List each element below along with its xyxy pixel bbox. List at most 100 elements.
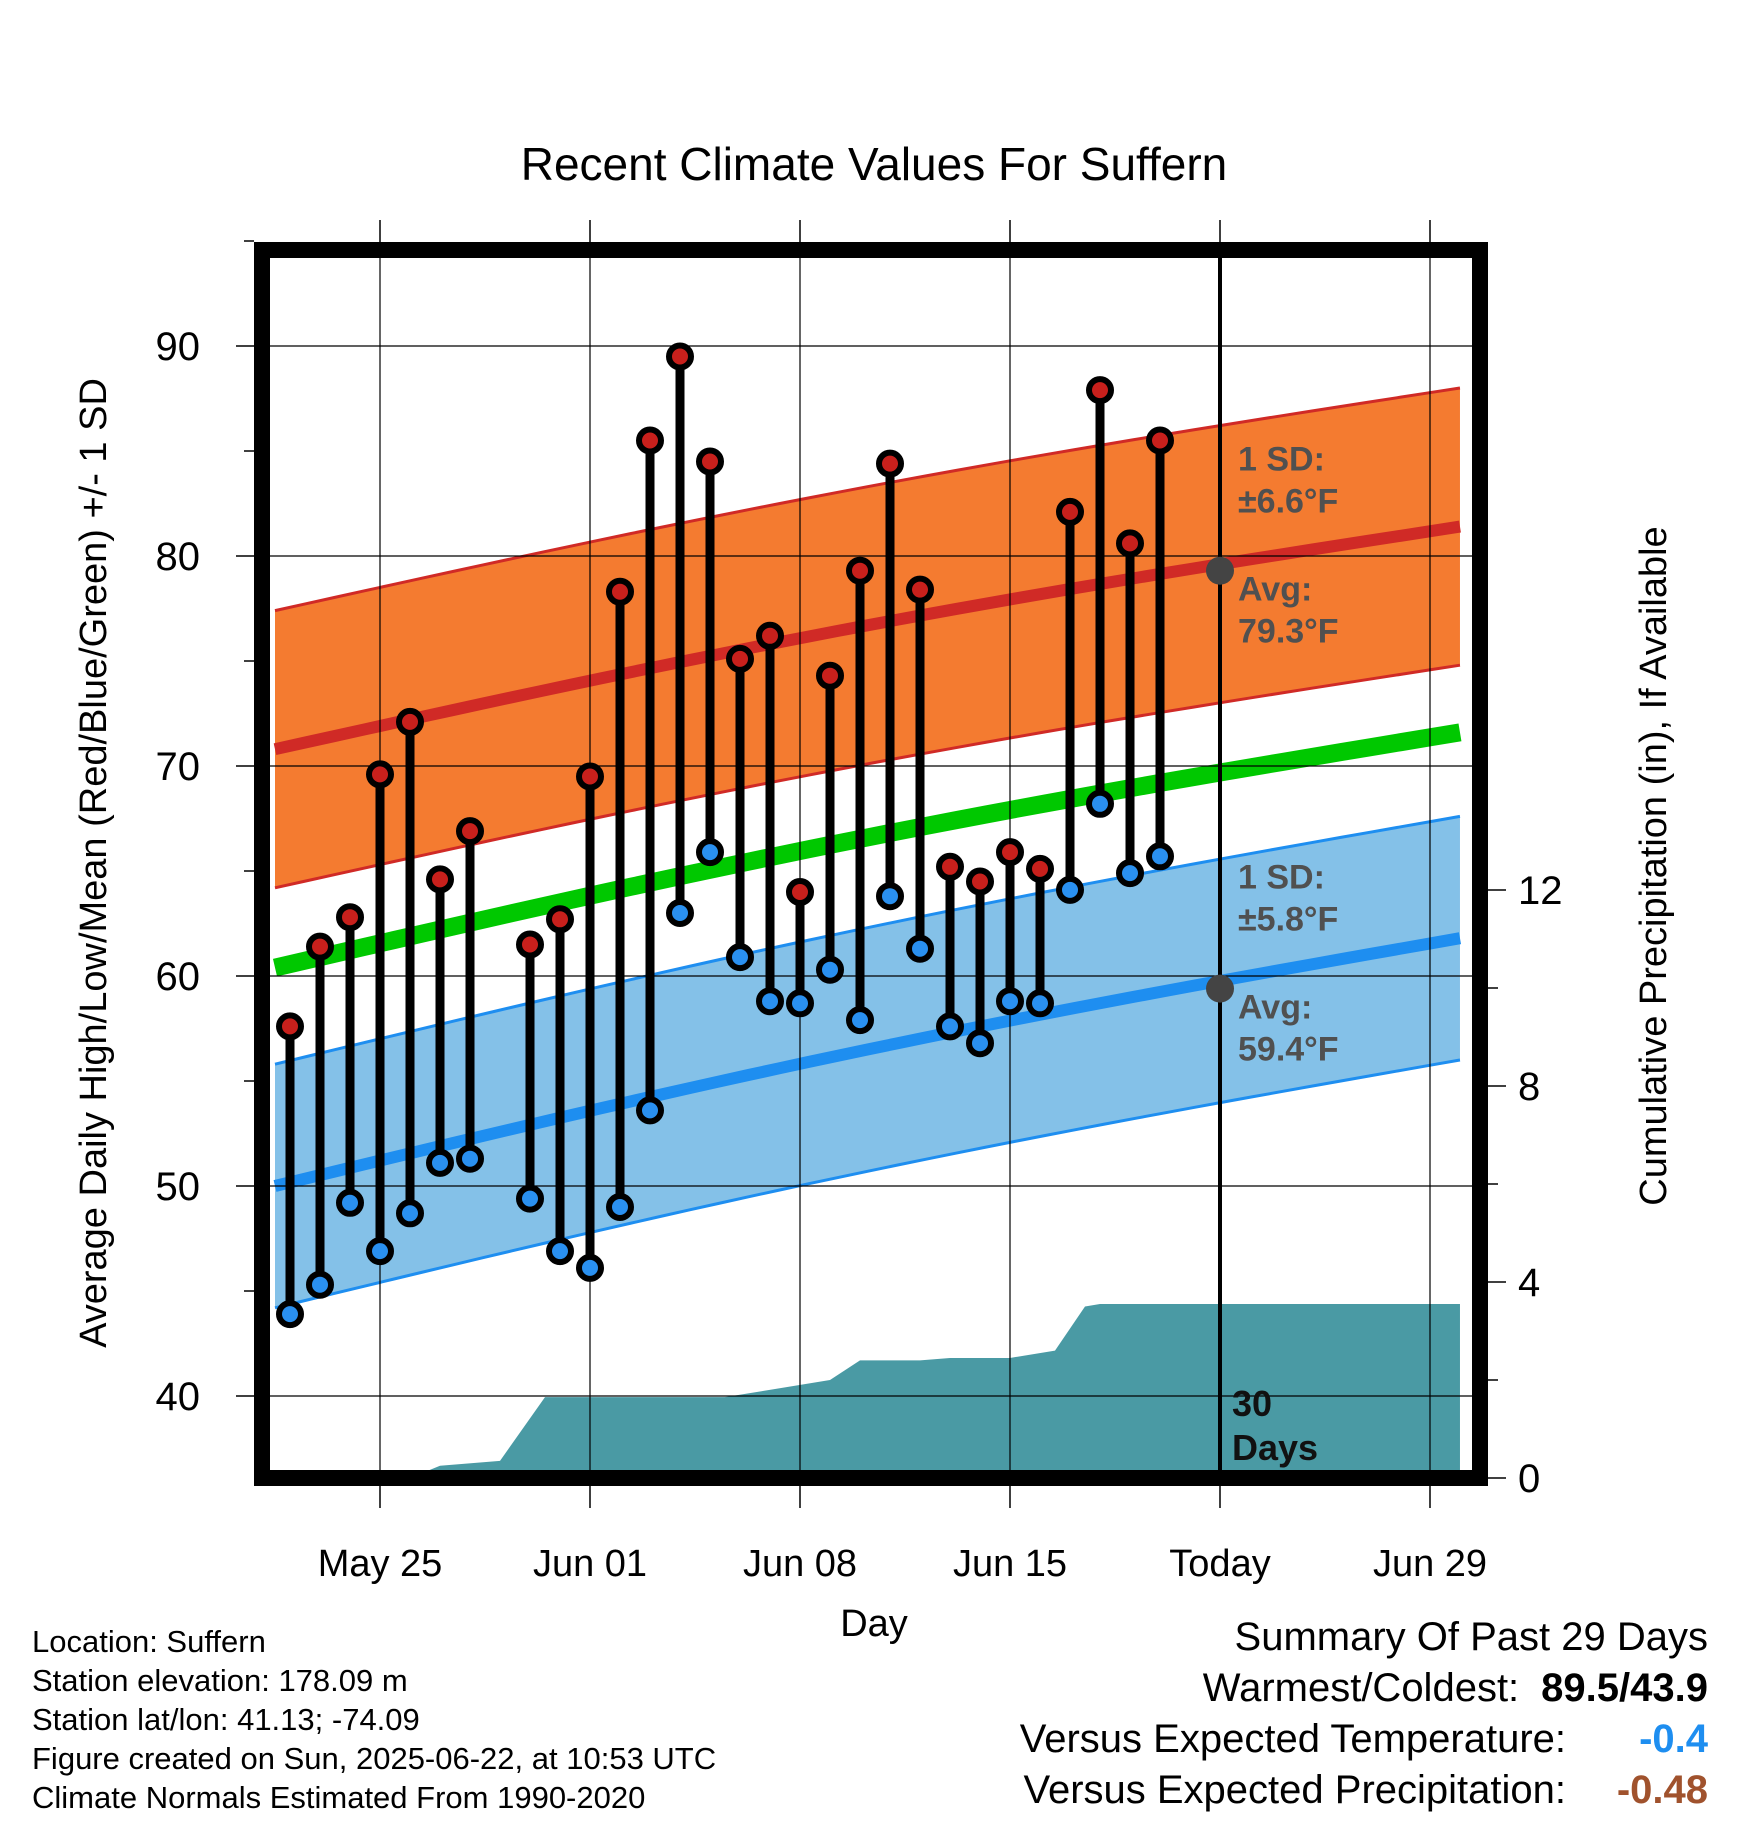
daily-low-point bbox=[636, 1096, 664, 1125]
daily-high-point bbox=[276, 1012, 304, 1041]
daily-low-point bbox=[906, 934, 934, 963]
daily-high-point bbox=[1116, 529, 1144, 558]
y2-axis-label: Cumulative Precipitation (in), If Availa… bbox=[1633, 526, 1675, 1205]
y2-tick-label: 12 bbox=[1518, 869, 1563, 913]
y-tick-label: 50 bbox=[156, 1165, 201, 1209]
normal-low-band-lower-edge bbox=[274, 1058, 1461, 1310]
y-tick-label: 80 bbox=[156, 535, 201, 579]
plot-area: 1 SD: ±6.6°F Avg: 79.3°F 1 SD: ±5.8°F Avg: 59.4… bbox=[156, 220, 1563, 1585]
x-tick-label: Jun 15 bbox=[953, 1543, 1067, 1585]
low-sd-label: 1 SD: bbox=[1238, 859, 1325, 897]
days-word: Days bbox=[1232, 1427, 1318, 1468]
warm-cold-value: 89.5/43.9 bbox=[1541, 1666, 1708, 1710]
days-count: 30 bbox=[1232, 1383, 1272, 1424]
daily-high-point bbox=[696, 447, 724, 476]
summary-temp-row: Versus Expected Temperature: -0.4 bbox=[1020, 1714, 1708, 1765]
y-axis-label: Average Daily High/Low/Mean (Red/Blue/Gr… bbox=[73, 378, 115, 1348]
daily-low-point bbox=[306, 1270, 334, 1299]
daily-low-point bbox=[696, 838, 724, 867]
daily-low-point bbox=[1056, 875, 1084, 904]
summary-precip-row: Versus Expected Precipitation: -0.48 bbox=[1020, 1765, 1708, 1816]
daily-low-point bbox=[816, 955, 844, 984]
y-tick-label: 60 bbox=[156, 955, 201, 999]
location-text: Location: Suffern bbox=[32, 1624, 266, 1659]
daily-high-point bbox=[576, 762, 604, 791]
daily-high-point bbox=[846, 556, 874, 585]
precip-vs-expected-label: Versus Expected Precipitation: bbox=[1023, 1768, 1566, 1812]
daily-low-point bbox=[876, 882, 904, 911]
daily-high-point bbox=[906, 575, 934, 604]
daily-low-point bbox=[1116, 859, 1144, 888]
daily-high-point bbox=[936, 852, 964, 881]
y2-tick-label: 0 bbox=[1518, 1457, 1540, 1501]
high-sd-label: 1 SD: bbox=[1238, 441, 1325, 479]
daily-high-point bbox=[546, 905, 574, 934]
daily-high-point bbox=[636, 426, 664, 455]
normals-text: Climate Normals Estimated From 1990-2020 bbox=[32, 1780, 646, 1815]
high-avg-label: Avg: bbox=[1238, 571, 1312, 609]
daily-high-point bbox=[726, 644, 754, 673]
precip-vs-expected-value: -0.48 bbox=[1616, 1768, 1708, 1812]
daily-high-point bbox=[786, 878, 814, 906]
x-tick-label: Jun 01 bbox=[533, 1543, 647, 1585]
daily-high-point bbox=[336, 903, 364, 932]
high-avg-value: 79.3°F bbox=[1238, 613, 1339, 651]
x-tick-label: Jun 08 bbox=[743, 1543, 857, 1585]
y-tick-label: 70 bbox=[156, 745, 201, 789]
summary-heading: Summary Of Past 29 Days bbox=[1234, 1615, 1708, 1659]
created-text: Figure created on Sun, 2025-06-22, at 10… bbox=[32, 1741, 717, 1776]
normal-high-band-upper-edge bbox=[274, 386, 1461, 613]
daily-low-point bbox=[456, 1144, 484, 1173]
daily-low-point bbox=[606, 1193, 634, 1221]
daily-high-point bbox=[396, 707, 424, 736]
daily-low-point bbox=[516, 1184, 544, 1213]
latlon-text: Station lat/lon: 41.13; -74.09 bbox=[32, 1702, 420, 1737]
precip-area bbox=[275, 1304, 1460, 1478]
elevation-text: Station elevation: 178.09 m bbox=[32, 1663, 408, 1698]
temp-vs-expected-label: Versus Expected Temperature: bbox=[1019, 1717, 1566, 1761]
daily-low-point bbox=[1146, 842, 1174, 871]
daily-low-point bbox=[396, 1199, 424, 1228]
x-tick-label: Today bbox=[1169, 1543, 1270, 1585]
today-low-normal-marker bbox=[1206, 974, 1234, 1003]
low-avg-label: Avg: bbox=[1238, 989, 1312, 1027]
daily-high-point bbox=[426, 865, 454, 894]
summary-panel: Summary Of Past 29 Days Warmest/Coldest:… bbox=[1020, 1612, 1708, 1816]
warm-cold-label: Warmest/Coldest: bbox=[1202, 1666, 1520, 1710]
daily-high-point bbox=[1086, 376, 1114, 405]
x-axis-label: Day bbox=[840, 1603, 908, 1645]
daily-high-point bbox=[1056, 497, 1084, 526]
daily-low-point bbox=[546, 1237, 574, 1266]
daily-high-point bbox=[1026, 854, 1054, 883]
daily-high-point bbox=[756, 621, 784, 650]
station-info: Location: Suffern Station elevation: 178… bbox=[32, 1622, 716, 1817]
daily-high-point bbox=[966, 867, 994, 896]
temp-vs-expected-value: -0.4 bbox=[1639, 1717, 1708, 1761]
plot-content: 1 SD: ±6.6°F Avg: 79.3°F 1 SD: ±5.8°F Avg: 59.4… bbox=[262, 250, 1480, 1478]
daily-low-point bbox=[786, 989, 814, 1018]
daily-low-point bbox=[336, 1188, 364, 1217]
daily-low-point bbox=[426, 1148, 454, 1177]
daily-low-point bbox=[1026, 989, 1054, 1018]
daily-high-point bbox=[306, 932, 334, 961]
x-tick-label: Jun 29 bbox=[1373, 1543, 1487, 1585]
y-tick-label: 40 bbox=[156, 1375, 201, 1419]
daily-low-point bbox=[966, 1029, 994, 1058]
daily-high-point bbox=[666, 342, 694, 371]
daily-low-point bbox=[1086, 789, 1114, 818]
daily-low-point bbox=[936, 1012, 964, 1041]
today-high-normal-marker bbox=[1206, 556, 1234, 585]
daily-low-point bbox=[666, 899, 694, 927]
daily-low-point bbox=[846, 1006, 874, 1035]
plot-frame bbox=[254, 242, 1488, 1486]
daily-high-point bbox=[456, 817, 484, 846]
daily-high-point bbox=[876, 449, 904, 478]
y-tick-label: 90 bbox=[156, 325, 201, 369]
daily-low-point bbox=[276, 1300, 304, 1329]
daily-high-point bbox=[366, 760, 394, 789]
chart-title: Recent Climate Values For Suffern bbox=[521, 138, 1228, 190]
daily-high-point bbox=[516, 930, 544, 959]
high-sd-value: ±6.6°F bbox=[1238, 483, 1338, 521]
normal-high-avg-line bbox=[273, 520, 1461, 756]
